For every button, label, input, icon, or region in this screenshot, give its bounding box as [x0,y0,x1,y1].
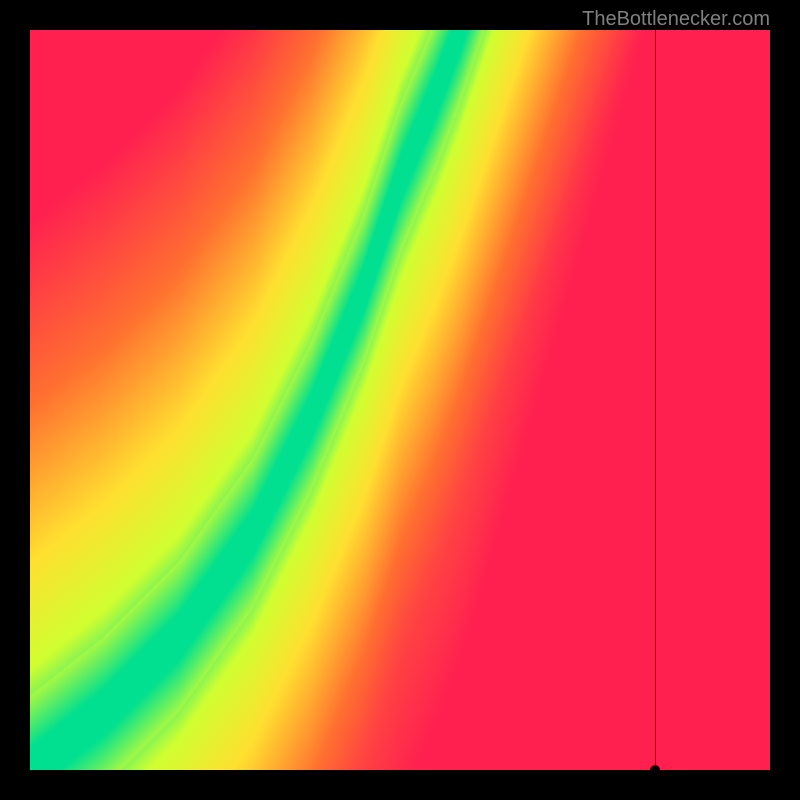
watermark-text: TheBottlenecker.com [582,8,770,31]
marker-dot [650,765,660,775]
heatmap-canvas [30,30,770,770]
heatmap-chart [30,30,770,770]
marker-vertical-line [655,30,656,770]
